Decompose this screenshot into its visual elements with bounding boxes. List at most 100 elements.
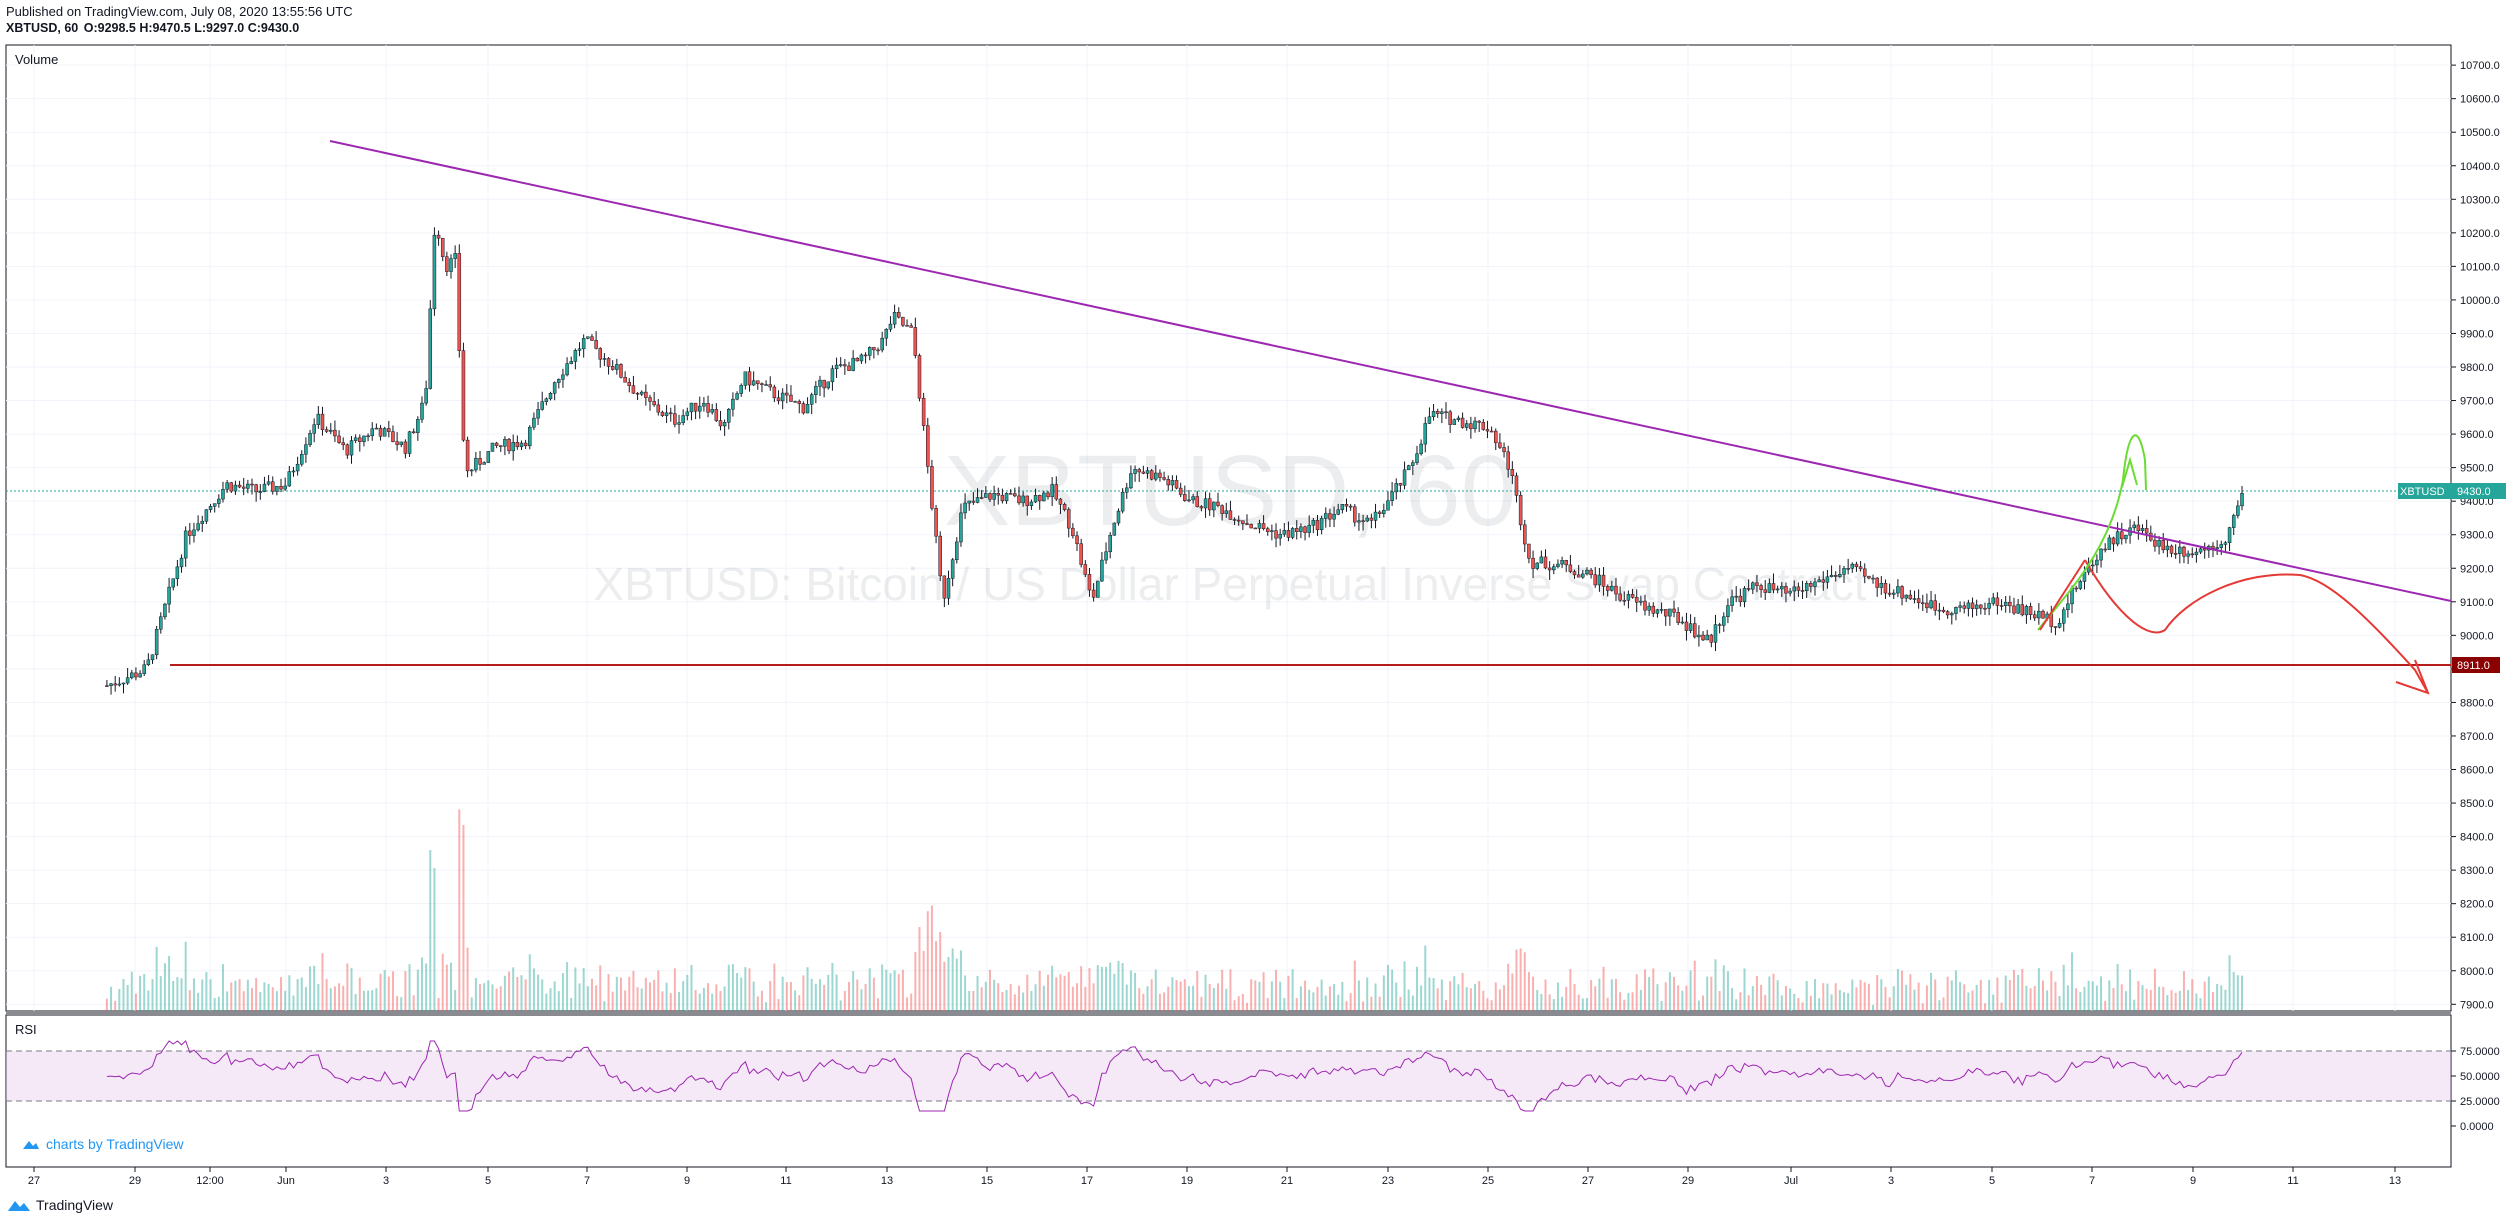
volume-bar [267,983,270,1011]
volume-bar [951,948,954,1011]
volume-bar [686,974,689,1011]
volume-bar [2158,986,2161,1011]
candle-body [1456,417,1461,420]
volume-bar [524,979,527,1011]
candle-body [532,417,536,428]
time-axis[interactable]: 27 29 12:00 Jun 3 5 7 9 11 13 15 17 19 21 23 25 27 29 Jul 3… [28,1167,2401,1187]
volume-bar [1129,970,1132,1011]
candle-body [2211,545,2215,549]
candle-body [1925,602,1929,609]
volume-bar [549,988,552,1011]
volume-bar [1076,983,1079,1011]
candle-body [1477,420,1481,423]
time-tick-label: 23 [1382,1175,1394,1187]
candle-body [581,338,586,350]
volume-bar [433,868,436,1011]
volume-bar [860,989,863,1011]
candle-body [1510,469,1515,477]
candle-body [2074,587,2078,590]
candle-body [706,403,710,413]
volume-bar [1552,999,1555,1011]
rsi-tick-label: 0.0000 [2460,1121,2494,1133]
volume-bar [922,950,925,1011]
volume-bar [1092,983,1095,1011]
candle-body [1974,604,1979,609]
volume-bar [1262,972,1265,1011]
candle-body [590,336,594,341]
volume-bar [1204,974,1207,1011]
price-tick-label: 8500.0 [2460,798,2494,810]
candle-body [1722,616,1726,626]
rsi-tick-label: 75.0000 [2460,1046,2500,1058]
candle-body [1299,526,1303,532]
candle-body [1361,520,1365,522]
green-projection-path[interactable] [2037,434,2147,631]
volume-bar [1109,962,1112,1011]
candle-body [1701,634,1705,641]
last-price-value: 9430.0 [2457,486,2491,498]
volume-bar [2100,976,2103,1011]
volume-bar [2203,981,2206,1011]
volume-bar [130,971,133,1011]
volume-bar [2000,1002,2003,1011]
volume-bar [1469,988,1472,1011]
price-tick-label: 9000.0 [2460,630,2494,642]
rsi-axis[interactable]: 75.0000 50.0000 25.0000 0.0000 [2451,1046,2500,1133]
volume-bar [1258,981,1261,1011]
volume-bar [1971,990,1974,1011]
candle-body [673,413,677,425]
time-tick-label: 21 [1281,1175,1293,1187]
candle-body [333,429,337,437]
volume-bar [251,988,254,1011]
time-tick-label: 15 [981,1175,993,1187]
candle-body [1659,609,1664,611]
candle-body [1610,585,1614,591]
red-projection-start[interactable] [2039,559,2086,631]
candle-body [275,486,279,492]
candle-body [739,385,743,394]
candle-body [536,409,540,419]
volume-bar [2108,980,2111,1011]
candle-body [975,497,980,503]
candle-body [1295,528,1299,532]
volume-bar [342,985,345,1011]
tradingview-footer-logo[interactable]: TradingView [6,1197,113,1213]
volume-bar [570,997,573,1011]
candle-body [557,379,561,383]
price-axis[interactable]: 10700.0 10600.0 10500.0 10400.0 10300.0 10200… [2451,60,2500,1011]
candle-body [867,347,872,356]
candle-body [142,664,146,674]
volume-bar [338,983,341,1011]
volume-bar [1333,984,1336,1011]
volume-bar [740,977,743,1011]
candle-body [1647,605,1651,611]
volume-bar [1867,983,1870,1011]
candle-body [830,368,835,383]
volume-bar [2008,980,2011,1011]
volume-bar [2124,991,2127,1011]
candle-body [1203,498,1208,509]
charts-by-tradingview[interactable]: charts by TradingView [22,1136,183,1152]
candle-body [859,354,864,362]
candle-body [548,393,553,400]
candle-body [565,363,569,376]
volume-bar [1084,986,1087,1011]
volume-bar [1673,976,1676,1011]
candle-body [1821,579,1826,583]
volume-bar [1080,966,1083,1011]
red-projection-path[interactable] [2084,559,2430,695]
volume-bar [1946,976,1949,1011]
volume-bar [1241,993,1244,1011]
candle-body [913,327,918,356]
volume-bar [881,964,884,1011]
volume-bar [889,973,892,1011]
volume-bar [1772,973,1775,1011]
candle-body [1734,595,1738,598]
descending-trendline[interactable] [329,140,2452,602]
candle-body [1274,530,1278,539]
volume-bar [1279,981,1282,1011]
volume-bar [930,905,933,1011]
candle-body [146,659,151,666]
candle-body [1104,551,1108,561]
